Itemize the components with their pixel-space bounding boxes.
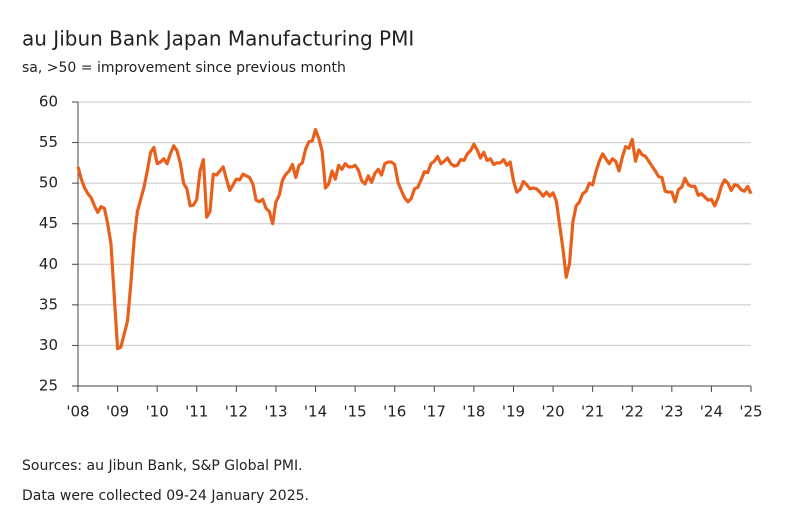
x-tick-label: '13 [264,403,287,421]
x-tick-label: '09 [106,403,129,421]
x-tick-label: '16 [383,403,406,421]
x-tick-label: '08 [66,403,89,421]
x-tick-label: '17 [423,403,446,421]
x-tick-label: '18 [462,403,485,421]
x-tick-label: '24 [700,403,723,421]
y-tick-label: 25 [39,377,58,395]
pmi-line [76,127,753,351]
x-tick-label: '10 [146,403,169,421]
x-tick-label: '19 [502,403,525,421]
collection-note: Data were collected 09-24 January 2025. [22,488,309,504]
chart-subtitle: sa, >50 = improvement since previous mon… [22,60,346,76]
y-tick-label: 50 [39,174,58,192]
x-tick-label: '14 [304,403,327,421]
x-tick-label: '12 [225,403,248,421]
x-tick-label: '11 [185,403,208,421]
x-tick-label: '25 [739,403,762,421]
y-tick-label: 30 [39,336,58,354]
y-tick-label: 45 [39,214,58,232]
chart-title: au Jibun Bank Japan Manufacturing PMI [22,27,414,51]
x-tick-label: '15 [344,403,367,421]
x-tick-label: '21 [581,403,604,421]
y-tick-label: 40 [39,255,58,273]
y-tick-label: 55 [39,133,58,151]
source-note: Sources: au Jibun Bank, S&P Global PMI. [22,458,303,474]
y-tick-label: 60 [39,93,58,111]
x-tick-label: '22 [621,403,644,421]
x-tick-label: '20 [541,403,564,421]
y-tick-label: 35 [39,295,58,313]
x-tick-label: '23 [660,403,683,421]
